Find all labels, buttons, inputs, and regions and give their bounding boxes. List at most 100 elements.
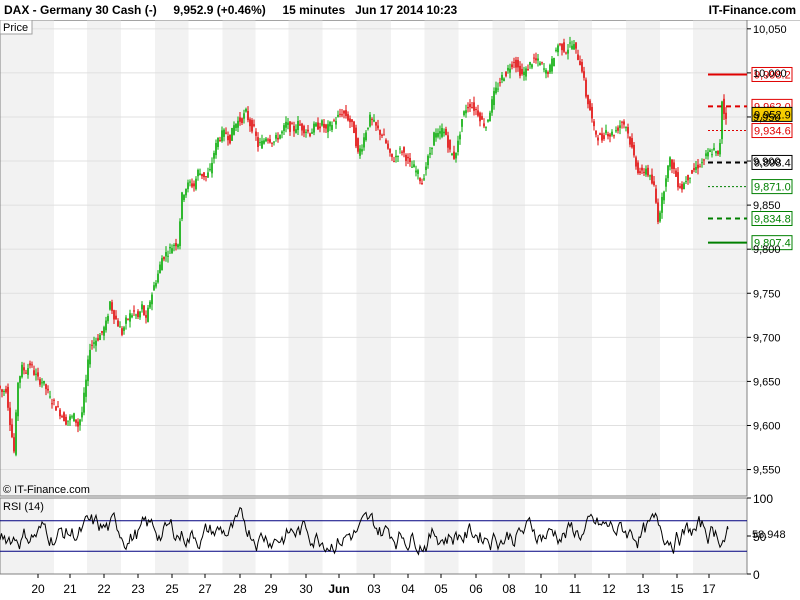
candle-body — [479, 112, 481, 122]
candle-body — [323, 123, 325, 128]
pivot-level-label: 9,934.6 — [754, 126, 791, 138]
candle-body — [475, 108, 477, 111]
candle-body — [7, 386, 9, 408]
pivot-level-box — [751, 123, 793, 139]
candle-body — [539, 62, 541, 66]
candle-body — [305, 131, 307, 133]
candle-body — [211, 162, 213, 174]
y-tick-label: 9,650 — [753, 376, 781, 388]
candle-body — [665, 178, 667, 187]
day-band — [87, 20, 121, 496]
candle-body — [15, 412, 17, 455]
candle-body — [121, 328, 123, 335]
candle-body — [671, 159, 673, 169]
candle-body — [141, 304, 143, 310]
candle-body — [201, 173, 203, 177]
candle-body — [655, 188, 657, 203]
candle-body — [653, 181, 655, 185]
candle-body — [169, 246, 171, 249]
candle-body — [199, 173, 201, 176]
y-tick-label: 9,550 — [753, 465, 781, 477]
candle-body — [315, 123, 317, 127]
candle-body — [87, 359, 89, 382]
y-tick-label: 9,700 — [753, 332, 781, 344]
x-tick-label: 10 — [534, 582, 548, 596]
candle-body — [717, 150, 719, 155]
candle-body — [579, 61, 581, 66]
candle-body — [3, 391, 5, 393]
candle-body — [125, 317, 127, 324]
rsi-y-tick-label: 0 — [753, 568, 760, 582]
candle-body — [519, 65, 521, 76]
candle-body — [99, 334, 101, 340]
candle-body — [59, 409, 61, 417]
candle-body — [667, 165, 669, 179]
candle-body — [605, 130, 607, 134]
pivot-level-label: 9,834.8 — [754, 214, 791, 226]
candle-body — [339, 113, 341, 115]
candle-body — [451, 153, 453, 156]
candle-body — [89, 349, 91, 365]
y-tick-label: 10,050 — [753, 24, 787, 36]
pivot-level-label: 9,998.2 — [754, 69, 791, 81]
x-tick-label: 20 — [31, 582, 45, 596]
candle-body — [65, 416, 67, 425]
candle-body — [27, 368, 29, 375]
candle-body — [443, 131, 445, 134]
candle-body — [283, 125, 285, 131]
last-price-label: 9,952.9 — [754, 109, 791, 121]
candle-body — [41, 382, 43, 384]
candle-body — [571, 45, 573, 49]
candle-body — [405, 154, 407, 161]
candle-body — [533, 57, 535, 59]
pivot-level-box — [751, 66, 793, 82]
candle-body — [561, 43, 563, 51]
candle-body — [181, 192, 183, 219]
price-panel-frame — [0, 20, 748, 497]
pivot-level-box — [751, 211, 793, 227]
candle-body — [447, 135, 449, 148]
candle-body — [357, 138, 359, 152]
candle-body — [9, 407, 11, 426]
candle-body — [355, 127, 357, 147]
candle-body — [265, 138, 267, 142]
candle-body — [635, 157, 637, 167]
candle-body — [213, 152, 215, 159]
candle-body — [619, 125, 621, 128]
candle-body — [137, 311, 139, 317]
candle-body — [293, 125, 295, 132]
candle-body — [1, 389, 3, 392]
candle-body — [175, 243, 177, 247]
candle-body — [49, 396, 51, 398]
candle-body — [457, 140, 459, 153]
candle-body — [311, 132, 313, 134]
candle-body — [17, 382, 19, 417]
candle-body — [51, 403, 53, 405]
rsi-series — [0, 506, 747, 556]
candle-body — [159, 264, 161, 274]
candle-body — [601, 133, 603, 141]
candle-body — [563, 42, 565, 52]
candle-body — [553, 57, 555, 67]
candle-body — [685, 181, 687, 183]
candle-body — [275, 134, 277, 139]
candle-body — [609, 134, 611, 137]
candle-body — [663, 191, 665, 201]
candle-body — [455, 152, 457, 159]
candle-body — [643, 171, 645, 173]
candle-body — [523, 71, 525, 76]
candle-body — [139, 311, 141, 318]
candle-body — [243, 113, 245, 119]
candle-body — [485, 127, 487, 129]
day-band — [693, 498, 747, 574]
candle-body — [433, 132, 435, 146]
candle-body — [701, 162, 703, 164]
candle-body — [659, 212, 661, 222]
candle-body — [581, 62, 583, 72]
candle-body — [545, 69, 547, 74]
candle-body — [529, 61, 531, 65]
candle-body — [299, 124, 301, 126]
candle-body — [215, 143, 217, 156]
candle-body — [193, 183, 195, 187]
candle-body — [39, 379, 41, 385]
